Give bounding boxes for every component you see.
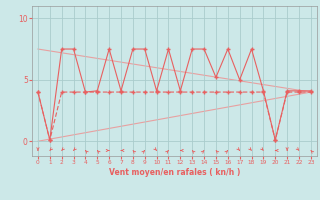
- X-axis label: Vent moyen/en rafales ( kn/h ): Vent moyen/en rafales ( kn/h ): [109, 168, 240, 177]
